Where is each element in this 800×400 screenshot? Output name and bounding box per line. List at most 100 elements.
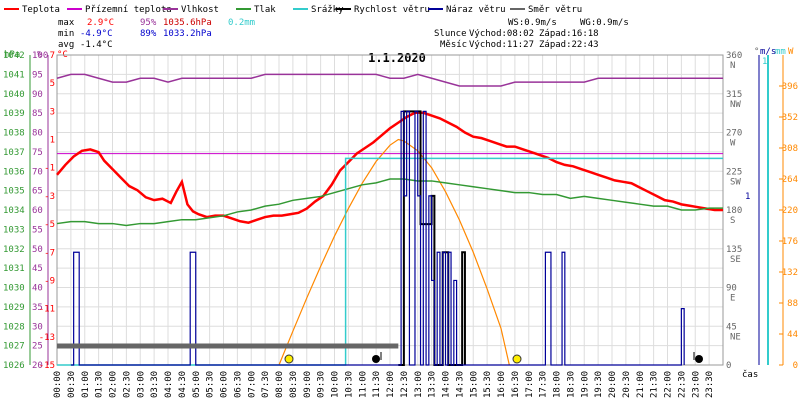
humidity-tick-label: 35 [32, 303, 43, 313]
stats-block: max 2.9°C 95% 1035.6hPa 0.2mm min -4.9°C… [58, 18, 255, 50]
temperature-tick-label: 3 [50, 107, 55, 117]
pressure-tick-label: 1028 [3, 322, 25, 332]
max-temp: 2.9°C [87, 18, 114, 28]
min-label: min [58, 29, 74, 39]
x-tick-label: 06:00 [220, 371, 230, 398]
humidity-tick-label: 45 [32, 264, 43, 274]
x-tick-label: 21:30 [650, 371, 660, 398]
temperature-tick-label: 5 [50, 79, 55, 89]
grid [56, 54, 724, 366]
min-temp: -4.9°C [80, 29, 113, 39]
direction-compass-label: S [730, 216, 735, 226]
moon-label: Měsíc [440, 40, 467, 50]
direction-compass-label: NE [730, 332, 741, 342]
solar-unit: W [788, 47, 794, 57]
x-tick-label: 12:30 [400, 371, 410, 398]
wind-tick-label: 1 [745, 192, 750, 202]
x-tick-label: 22:30 [677, 371, 687, 398]
x-tick-label: 15:30 [483, 371, 493, 398]
pressure-tick-label: 1031 [3, 264, 25, 274]
solar-tick-label: 88 [787, 299, 798, 309]
humidity-tick-label: 50 [32, 245, 43, 255]
sun-label: Slunce [434, 29, 467, 39]
x-tick-label: 07:00 [247, 371, 257, 398]
pressure-tick-label: 1027 [3, 342, 25, 352]
direction-compass-label: E [730, 294, 735, 304]
avg-label: avg [58, 40, 74, 50]
x-tick-label: 23:30 [705, 371, 715, 398]
temperature-tick-label: -11 [39, 305, 55, 315]
humidity-tick-label: 25 [32, 342, 43, 352]
pressure-tick-label: 1042 [3, 51, 25, 61]
solar-tick-label: 0 [793, 361, 798, 371]
temperature-tick-label: -15 [39, 361, 55, 371]
rain-axis: 1 [762, 55, 769, 365]
pressure-tick-label: 1030 [3, 284, 25, 294]
humidity-tick-label: 80 [32, 129, 43, 139]
temperature-tick-label: 1 [50, 136, 55, 146]
humidity-unit: % [37, 50, 43, 60]
sunrise-value: Východ:08:02 [469, 29, 534, 39]
humidity-tick-label: 20 [32, 361, 43, 371]
series-teplota-line [56, 111, 723, 224]
avg-temp: -1.4°C [80, 40, 113, 50]
temperature-tick-label: -9 [44, 276, 55, 286]
humidity-tick-label: 60 [32, 206, 43, 216]
direction-compass-label: W [730, 139, 736, 149]
x-tick-label: 13:30 [428, 371, 438, 398]
direction-tick-label: 135 [726, 245, 742, 255]
x-tick-label: 10:30 [344, 371, 354, 398]
direction-tick-label: 225 [726, 167, 742, 177]
humidity-tick-label: 75 [32, 148, 43, 158]
humidity-tick-label: 55 [32, 225, 43, 235]
pressure-tick-label: 1037 [3, 148, 25, 158]
max-hum: 95% [140, 18, 157, 28]
x-tick-label: 09:00 [303, 371, 313, 398]
x-tick-label: 04:30 [178, 371, 188, 398]
direction-tick-label: 360 [726, 51, 742, 61]
x-tick-label: 00:30 [67, 371, 77, 398]
pressure-tick-label: 1029 [3, 303, 25, 313]
max-label: max [58, 18, 75, 28]
pressure-tick-label: 1040 [3, 90, 25, 100]
x-tick-label: 17:00 [525, 371, 535, 398]
ws-value: WS:0.9m/s [508, 18, 557, 28]
humidity-tick-label: 70 [32, 167, 43, 177]
legend-label: Srážky [311, 5, 344, 15]
x-tick-label: 18:30 [566, 371, 576, 398]
direction-tick-label: 270 [726, 129, 742, 139]
solar-tick-label: 308 [782, 144, 798, 154]
solar-tick-label: 352 [782, 113, 798, 123]
chart-title: 1.1.2020 [368, 51, 426, 65]
x-tick-label: 08:00 [275, 371, 285, 398]
temperature-tick-label: -7 [44, 248, 55, 258]
legend-label: Náraz větru [446, 5, 506, 15]
legend-label: Teplota [22, 5, 60, 15]
pressure-tick-label: 1041 [3, 70, 25, 80]
sunset-value: Západ:16:18 [539, 29, 599, 39]
legend-label: Tlak [254, 5, 276, 15]
direction-tick-label: 90 [726, 284, 737, 294]
x-tick-label: 04:00 [164, 371, 174, 398]
temperature-tick-label: -13 [39, 333, 55, 343]
pressure-tick-label: 1026 [3, 361, 25, 371]
x-tick-label: 12:00 [386, 371, 396, 398]
legend: Teplota Přízemní teplota Vlhkost Tlak Srážky… [4, 5, 582, 15]
x-tick-label: 20:00 [608, 371, 618, 398]
humidity-tick-label: 100 [32, 51, 48, 61]
legend-label: Vlhkost [181, 5, 219, 15]
x-axis: 00:00 00:30 01:00 01:30 02:00 02:30 03:00 03:30… [53, 371, 715, 398]
x-tick-label: 15:00 [469, 371, 479, 398]
temperature-tick-label: -5 [44, 220, 55, 230]
pressure-tick-label: 1039 [3, 109, 25, 119]
legend-label: Směr větru [528, 5, 582, 15]
x-tick-label: 05:30 [206, 371, 216, 398]
x-tick-label: 09:30 [317, 371, 327, 398]
series-tlak-line [56, 178, 723, 227]
x-tick-label: 19:00 [580, 371, 590, 398]
x-tick-label: 19:30 [594, 371, 604, 398]
x-tick-label: 03:00 [136, 371, 146, 398]
sunset-icon [512, 354, 522, 364]
pressure-tick-label: 1033 [3, 225, 25, 235]
solar-tick-label: 132 [782, 268, 798, 278]
